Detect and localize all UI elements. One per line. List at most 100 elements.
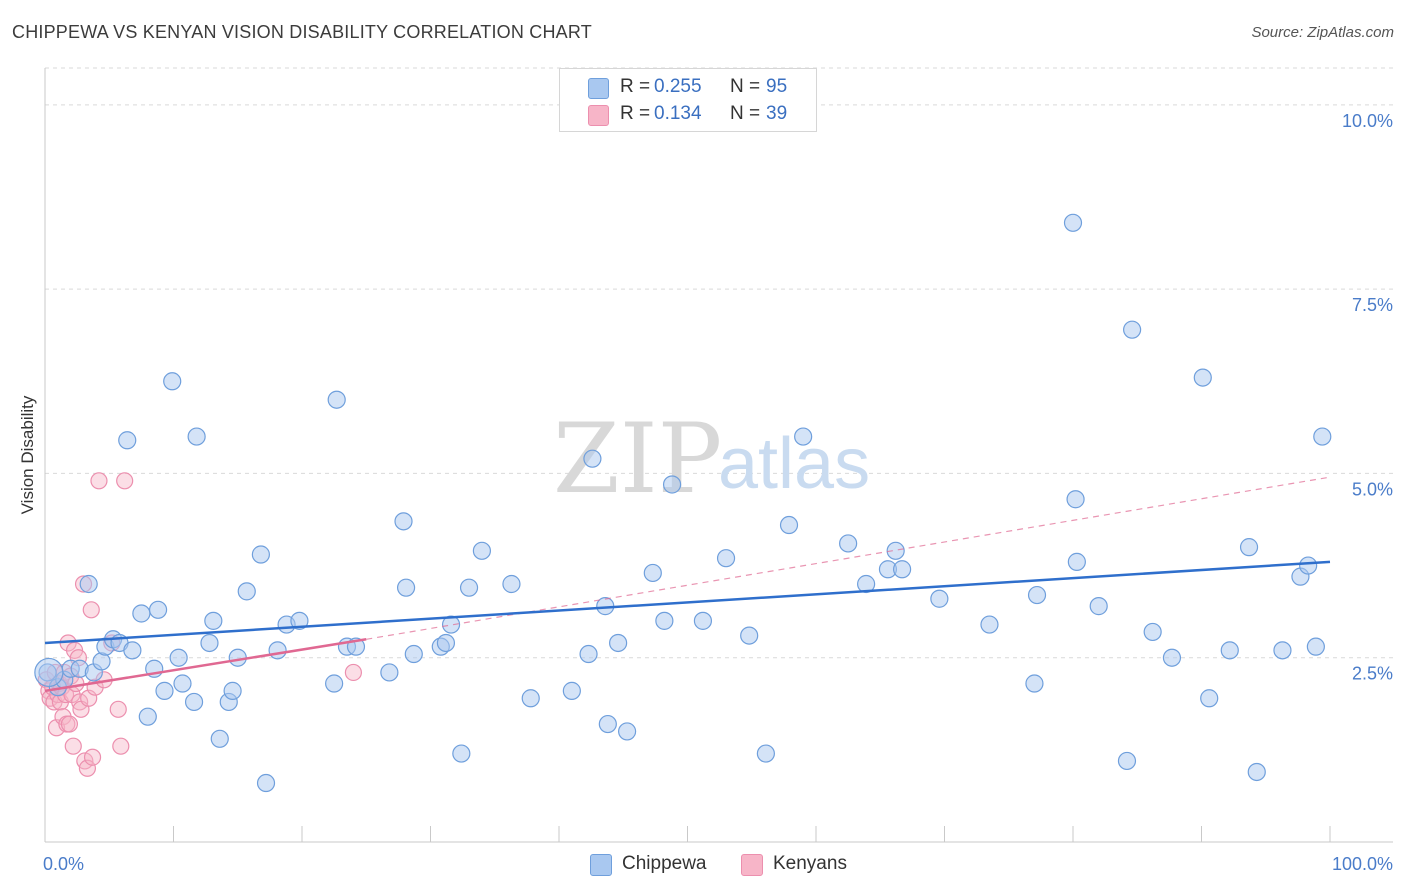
y-tick-label: 5.0% [1352, 479, 1393, 499]
chippewa-legend-label: Chippewa [622, 853, 707, 874]
chippewa-point [609, 633, 628, 653]
chippewa-point [1193, 368, 1212, 387]
legend-r-label: R = [620, 76, 651, 97]
chippewa-point [148, 600, 168, 619]
chippewa-point [441, 615, 461, 634]
chippewa-point [472, 541, 491, 560]
chippewa-point [210, 729, 229, 748]
x-tick-label: 0.0% [43, 854, 84, 874]
chippewa-point [794, 427, 813, 446]
chippewa-point [394, 512, 413, 531]
chippewa-point [779, 515, 799, 535]
kenyans-point [82, 601, 100, 619]
chippewa-point [1117, 751, 1137, 771]
kenyans-point [60, 715, 79, 733]
kenyans-trend-extension [366, 476, 1331, 640]
chippewa-point [1200, 689, 1219, 708]
chippewa-point [204, 611, 223, 630]
legend-row-chippewa: R = 0.255 N = 95 [560, 75, 816, 101]
chippewa-point [1066, 490, 1085, 509]
chippewa-point [290, 611, 309, 630]
chippewa-point [1220, 641, 1239, 660]
chippewa-point [583, 449, 602, 468]
kenyans-point [90, 472, 108, 490]
kenyans-trend-line [44, 638, 367, 693]
chippewa-point [1313, 427, 1332, 446]
chippewa-point [930, 589, 949, 608]
chippewa-point [1027, 585, 1047, 605]
legend-n-value: 39 [766, 103, 788, 124]
chippewa-point [34, 657, 64, 688]
chippewa-point [662, 475, 682, 494]
legend-row-kenyans: R = 0.134 N = 39 [560, 102, 816, 128]
legend-r-value: 0.134 [654, 103, 702, 124]
chippewa-point [643, 563, 662, 583]
chippewa-point [459, 578, 479, 597]
chippewa-point [1239, 538, 1259, 557]
chippewa-point [1306, 637, 1325, 656]
chippewa-point [857, 574, 876, 594]
chippewa-point [155, 681, 174, 700]
chippewa-point [598, 714, 617, 734]
chart-title: CHIPPEWA VS KENYAN VISION DISABILITY COR… [12, 22, 592, 42]
chippewa-point [436, 633, 456, 653]
axes [44, 68, 1393, 843]
chippewa-swatch [588, 78, 609, 99]
chippewa-point [118, 431, 137, 450]
chippewa-point [1299, 556, 1318, 575]
legend-n-label: N = [730, 76, 761, 97]
chippewa-point [562, 681, 581, 700]
chippewa-point [1123, 320, 1142, 339]
legend-r-label: R = [620, 103, 651, 124]
grid-lines [45, 67, 1393, 659]
chippewa-point [579, 644, 598, 664]
chippewa-point [1162, 648, 1182, 667]
kenyans-point [83, 748, 102, 766]
chippewa-point [980, 615, 999, 634]
chippewa-point [716, 549, 736, 568]
kenyans-legend-label: Kenyans [773, 853, 847, 874]
chippewa-point [1143, 622, 1162, 642]
chippewa-point [1025, 674, 1044, 693]
chippewa-point [618, 722, 637, 741]
chippewa-point [169, 648, 188, 667]
chippewa-point [327, 390, 346, 409]
chippewa-point [268, 641, 287, 660]
chippewa-point [502, 574, 521, 594]
chippewa-point [1273, 641, 1292, 660]
legend-n-value: 95 [766, 76, 788, 97]
chippewa-point [187, 427, 206, 446]
y-tick-label: 2.5% [1352, 664, 1393, 684]
chippewa-point [200, 633, 219, 653]
chippewa-point [655, 611, 674, 630]
chippewa-point [839, 534, 858, 553]
kenyans-point [78, 759, 97, 777]
chippewa-point [396, 578, 416, 597]
source-credit: Source: ZipAtlas.com [1251, 24, 1394, 41]
chippewa-point [740, 626, 759, 645]
chippewa-legend-swatch [590, 854, 612, 876]
legend-n-label: N = [730, 103, 761, 124]
chippewa-point [404, 644, 423, 664]
chippewa-point [521, 689, 540, 708]
chippewa-point [123, 641, 142, 660]
kenyans-point [344, 663, 362, 682]
kenyans-point [112, 737, 130, 755]
kenyans-point [109, 700, 127, 718]
chippewa-point [184, 692, 204, 712]
chippewa-point [1089, 597, 1108, 616]
chippewa-point [163, 372, 182, 391]
kenyans-points [37, 472, 362, 777]
chippewa-point [79, 574, 98, 594]
y-tick-label: 7.5% [1352, 295, 1393, 315]
chippewa-point [256, 773, 276, 793]
legend-r-value: 0.255 [654, 76, 702, 97]
chippewa-point [693, 611, 713, 630]
chippewa-point [325, 674, 344, 693]
kenyans-point [116, 472, 134, 490]
chippewa-point [132, 604, 151, 623]
x-tick-label: 100.0% [1332, 854, 1393, 874]
trend-lines [44, 476, 1331, 693]
chippewa-point [892, 560, 912, 579]
